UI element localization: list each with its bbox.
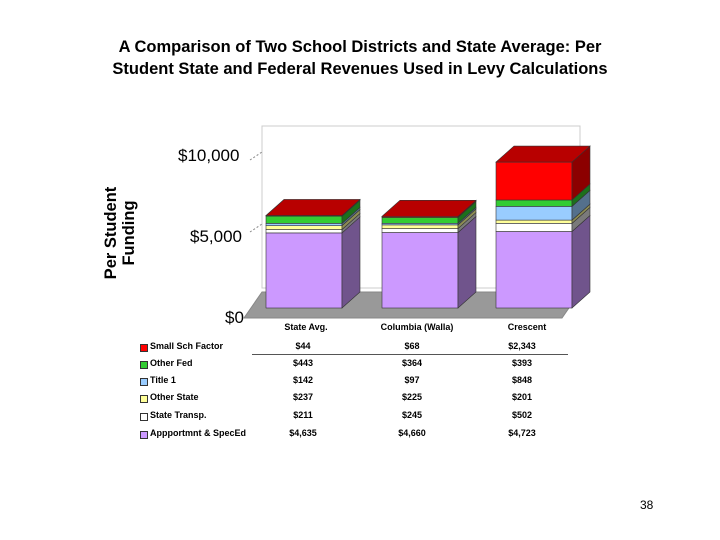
legend-swatch [140, 431, 148, 439]
table-divider [252, 354, 568, 355]
legend-label: Small Sch Factor [150, 341, 224, 351]
legend-item: State Transp. [140, 410, 290, 424]
data-label: $2,343 [508, 341, 536, 351]
data-label: $68 [404, 341, 420, 351]
legend-label: Other State [150, 392, 199, 402]
page-number: 38 [640, 498, 654, 512]
x-category-label: State Avg. [284, 322, 328, 332]
legend-label: Title 1 [150, 375, 176, 385]
data-label: $364 [401, 358, 423, 368]
data-label: $201 [511, 392, 533, 402]
legend-swatch [140, 344, 148, 352]
bar-segment [265, 215, 343, 224]
data-label: $44 [295, 341, 311, 351]
data-label: $393 [511, 358, 533, 368]
data-label: $97 [404, 375, 420, 385]
bar-top [265, 199, 361, 216]
gridline [249, 223, 263, 233]
y-tick-label: $5,000 [190, 227, 242, 246]
bar-segment [495, 199, 573, 207]
gridline [249, 151, 263, 161]
legend-label: State Transp. [150, 410, 207, 420]
legend-item: Title 1 [140, 375, 290, 389]
legend-swatch [140, 378, 148, 386]
y-tick-label: $0 [225, 308, 244, 327]
legend-swatch [140, 395, 148, 403]
legend-swatch [140, 361, 148, 369]
legend-label: Appportmnt & SpecEd [150, 428, 246, 438]
bar-segment [265, 225, 343, 230]
bar-segment [381, 224, 459, 229]
data-label: $211 [293, 410, 313, 420]
legend-item: Appportmnt & SpecEd [140, 428, 290, 442]
data-label: $225 [401, 392, 423, 402]
bar-segment [265, 223, 343, 226]
data-label: $502 [511, 410, 533, 420]
data-label: $142 [292, 375, 314, 385]
x-category-label: Columbia (Walla) [380, 322, 454, 332]
data-label: $443 [292, 358, 314, 368]
x-category-label: Crescent [507, 322, 547, 332]
legend-item: Other Fed [140, 358, 290, 372]
bar-segment [265, 232, 343, 309]
chart-title: A Comparison of Two School Districts and… [60, 36, 660, 80]
bar-top [495, 145, 591, 163]
bar-segment [495, 219, 573, 224]
bar-segment [495, 223, 573, 232]
chart-title-line1: A Comparison of Two School Districts and… [118, 38, 602, 56]
data-label: $4,660 [398, 428, 426, 438]
data-label: $4,723 [508, 428, 536, 438]
bar-segment [265, 229, 343, 234]
bar-segment [381, 232, 459, 309]
bar-segment [381, 228, 459, 233]
data-label: $848 [511, 375, 533, 385]
bar-top [381, 200, 477, 217]
bar-segment [495, 231, 573, 309]
legend-label: Other Fed [150, 358, 193, 368]
legend-swatch [140, 413, 148, 421]
bar-segment [381, 217, 459, 224]
bar-segment [495, 206, 573, 221]
legend-item: Other State [140, 392, 290, 406]
bar-segment [495, 161, 573, 201]
data-label: $237 [292, 392, 314, 402]
legend-item: Small Sch Factor [140, 341, 290, 355]
y-tick-label: $10,000 [178, 146, 240, 165]
data-label: $4,635 [289, 428, 317, 438]
data-label: $245 [401, 410, 423, 420]
chart-title-line2: Student State and Federal Revenues Used … [112, 60, 608, 78]
